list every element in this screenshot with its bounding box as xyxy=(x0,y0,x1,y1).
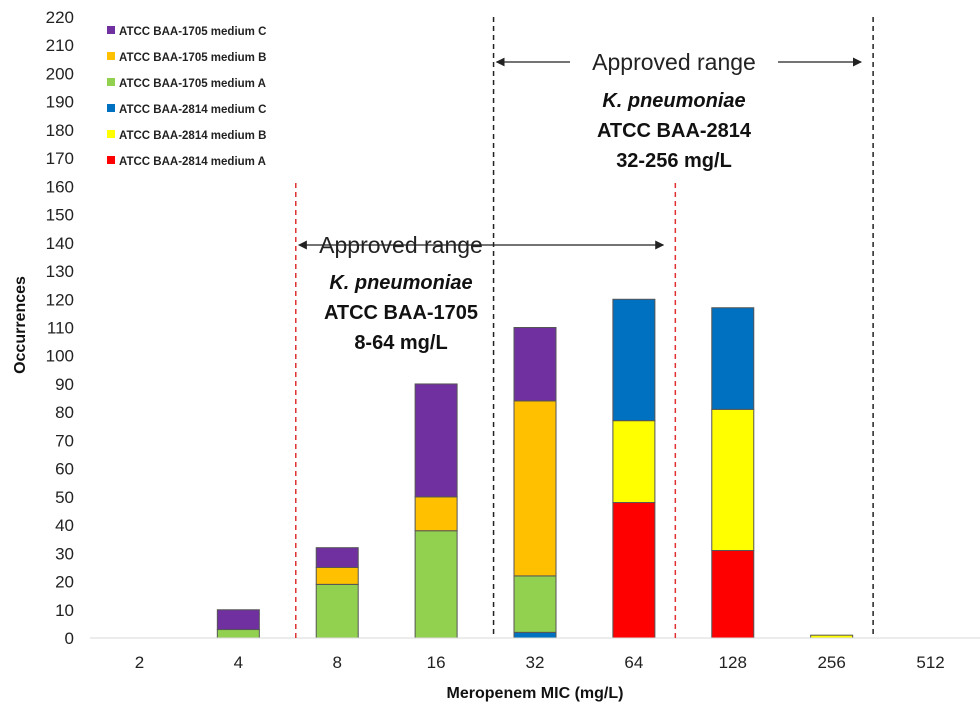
legend-label: ATCC BAA-1705 medium C xyxy=(119,26,266,38)
bar-segment-atcc-baa-1705-medium-a-mic-8 xyxy=(315,583,359,639)
bar-segment-atcc-baa-2814-medium-c-mic-64 xyxy=(612,298,656,422)
x-tick-label: 128 xyxy=(719,653,747,672)
legend-label: ATCC BAA-2814 medium B xyxy=(119,130,266,142)
y-tick-label: 160 xyxy=(46,177,74,196)
x-tick-label: 2 xyxy=(135,653,144,672)
y-tick-label: 30 xyxy=(55,544,74,563)
legend-swatch xyxy=(107,130,115,138)
bar-segment-atcc-baa-2814-medium-b-mic-128 xyxy=(711,408,755,551)
approved-range-baa1705: Approved range K. pneumoniae ATCC BAA-1705… xyxy=(295,183,677,638)
legend-item-atcc-baa-1705-medium-a: ATCC BAA-1705 medium A xyxy=(107,78,266,90)
bar-segment-atcc-baa-1705-medium-c-mic-16 xyxy=(414,383,458,498)
ticks-layer: 0 10 20 30 40 50 60 70 80 90 100 110 120 130 140 150 160… xyxy=(46,8,945,672)
legend: ATCC BAA-1705 medium C ATCC BAA-1705 medi… xyxy=(107,26,266,168)
legend-label: ATCC BAA-1705 medium B xyxy=(119,52,266,64)
y-axis-title: Occurrences xyxy=(12,276,29,374)
legend-swatch xyxy=(107,104,115,112)
bar-segment-atcc-baa-1705-medium-c-mic-4 xyxy=(216,609,260,631)
y-tick-label: 60 xyxy=(55,460,74,479)
legend-label: ATCC BAA-2814 medium A xyxy=(119,156,266,168)
x-tick-label: 8 xyxy=(332,653,341,672)
legend-swatch xyxy=(107,26,115,34)
y-tick-label: 10 xyxy=(55,601,74,620)
range-strain: ATCC BAA-1705 xyxy=(324,302,478,324)
x-tick-label: 4 xyxy=(234,653,243,672)
x-tick-label: 32 xyxy=(526,653,545,672)
y-tick-label: 120 xyxy=(46,290,74,309)
x-tick-label: 256 xyxy=(817,653,845,672)
y-tick-label: 190 xyxy=(46,93,74,112)
bar-segment-atcc-baa-1705-medium-a-mic-32 xyxy=(513,575,557,633)
legend-item-atcc-baa-2814-medium-a: ATCC BAA-2814 medium A xyxy=(107,156,266,168)
x-tick-label: 64 xyxy=(624,653,643,672)
range-species: K. pneumoniae xyxy=(602,90,745,112)
legend-item-atcc-baa-1705-medium-b: ATCC BAA-1705 medium B xyxy=(107,52,266,64)
y-tick-label: 210 xyxy=(46,36,74,55)
y-tick-label: 220 xyxy=(46,8,74,27)
y-tick-label: 170 xyxy=(46,149,74,168)
bar-segment-atcc-baa-1705-medium-b-mic-32 xyxy=(513,400,557,577)
bar-segment-atcc-baa-1705-medium-b-mic-8 xyxy=(315,566,359,585)
y-tick-label: 90 xyxy=(55,375,74,394)
bar-segment-atcc-baa-1705-medium-c-mic-8 xyxy=(315,547,359,568)
annotations-layer: Approved range K. pneumoniae ATCC BAA-2814… xyxy=(295,17,874,638)
bar-segment-atcc-baa-1705-medium-a-mic-16 xyxy=(414,530,458,639)
bar-segment-atcc-baa-2814-medium-c-mic-32 xyxy=(513,631,557,639)
range-title: Approved range xyxy=(592,49,756,75)
range-title: Approved range xyxy=(319,232,483,258)
bar-segment-atcc-baa-2814-medium-a-mic-128 xyxy=(711,550,755,639)
legend-swatch xyxy=(107,78,115,86)
range-species: K. pneumoniae xyxy=(329,272,472,294)
y-tick-label: 180 xyxy=(46,121,74,140)
y-tick-label: 40 xyxy=(55,516,74,535)
y-tick-label: 150 xyxy=(46,206,74,225)
y-tick-label: 200 xyxy=(46,64,74,83)
legend-swatch xyxy=(107,156,115,164)
y-tick-label: 0 xyxy=(65,629,74,648)
bar-segment-atcc-baa-1705-medium-c-mic-32 xyxy=(513,327,557,402)
y-tick-label: 70 xyxy=(55,431,74,450)
y-tick-label: 140 xyxy=(46,234,74,253)
range-strain: ATCC BAA-2814 xyxy=(597,120,752,142)
bar-segment-atcc-baa-2814-medium-c-mic-128 xyxy=(711,307,755,410)
approved-range-baa2814: Approved range K. pneumoniae ATCC BAA-2814… xyxy=(492,17,874,638)
legend-item-atcc-baa-1705-medium-c: ATCC BAA-1705 medium C xyxy=(107,26,266,38)
bar-segment-atcc-baa-1705-medium-a-mic-4 xyxy=(216,629,260,639)
legend-label: ATCC BAA-2814 medium C xyxy=(119,104,266,116)
x-tick-label: 16 xyxy=(427,653,446,672)
bars-layer xyxy=(216,298,854,639)
range-values: 8-64 mg/L xyxy=(354,332,447,354)
bar-segment-atcc-baa-1705-medium-b-mic-16 xyxy=(414,496,458,532)
range-values: 32-256 mg/L xyxy=(616,150,732,172)
x-tick-label: 512 xyxy=(916,653,944,672)
y-tick-label: 130 xyxy=(46,262,74,281)
x-axis-title: Meropenem MIC (mg/L) xyxy=(447,685,624,702)
bar-segment-atcc-baa-2814-medium-a-mic-64 xyxy=(612,502,656,639)
y-tick-label: 20 xyxy=(55,573,74,592)
legend-swatch xyxy=(107,52,115,60)
y-tick-label: 80 xyxy=(55,403,74,422)
y-tick-label: 110 xyxy=(47,319,74,338)
legend-item-atcc-baa-2814-medium-c: ATCC BAA-2814 medium C xyxy=(107,104,266,116)
bar-segment-atcc-baa-2814-medium-b-mic-64 xyxy=(612,420,656,504)
legend-label: ATCC BAA-1705 medium A xyxy=(119,78,266,90)
y-tick-label: 100 xyxy=(46,347,74,366)
y-tick-label: 50 xyxy=(55,488,74,507)
legend-item-atcc-baa-2814-medium-b: ATCC BAA-2814 medium B xyxy=(107,130,266,142)
